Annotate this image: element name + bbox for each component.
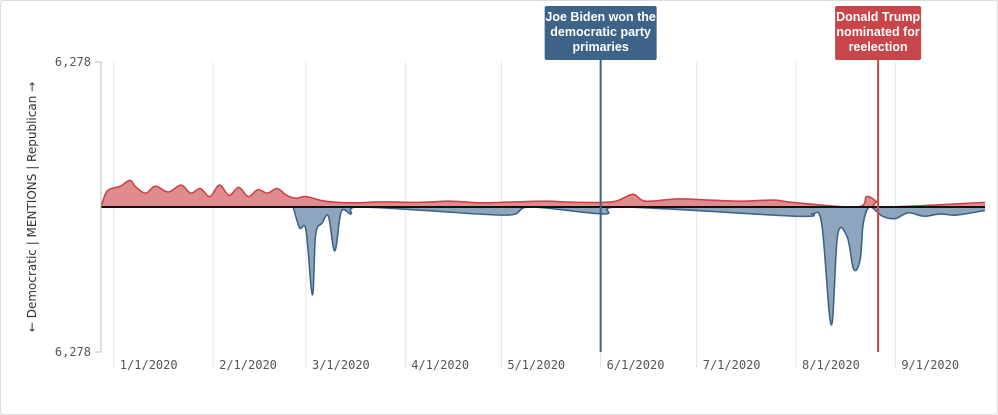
annotation-text: primaries — [573, 40, 629, 54]
x-tick-label: 1/1/2020 — [120, 358, 178, 372]
series-area-republican — [101, 180, 985, 208]
annotation-text: reelection — [849, 40, 908, 54]
annotation-text: Donald Trump — [836, 10, 920, 24]
annotation-box — [835, 6, 922, 60]
series-area-democratic — [293, 206, 985, 325]
x-tick-label: 5/1/2020 — [507, 358, 565, 372]
axes — [95, 61, 102, 353]
x-tick-label: 2/1/2020 — [219, 358, 277, 372]
annotation-text: nominated for — [836, 25, 919, 39]
annotation-box — [544, 6, 657, 60]
y-tick-label: 6,278 — [55, 55, 91, 69]
x-tick-label: 8/1/2020 — [802, 358, 860, 372]
series-areas — [100, 179, 986, 326]
annotation-text: Joe Biden won the — [545, 10, 655, 24]
x-tick-label: 3/1/2020 — [312, 358, 370, 372]
x-tick-label: 7/1/2020 — [703, 358, 761, 372]
annotation-text: democratic party — [550, 25, 651, 39]
y-axis-label: ← Democratic | MENTIONS | Republican → — [25, 82, 39, 332]
series-line-republican — [100, 179, 986, 208]
y-tick-label: 6,278 — [55, 345, 91, 359]
x-tick-label: 9/1/2020 — [901, 358, 959, 372]
x-tick-label: 4/1/2020 — [411, 358, 469, 372]
tick-labels: 1/1/2020 2/1/2020 3/1/2020 4/1/2020 5/1/2020… — [55, 55, 959, 372]
series-line-democratic — [292, 206, 986, 326]
x-tick-label: 6/1/2020 — [607, 358, 665, 372]
